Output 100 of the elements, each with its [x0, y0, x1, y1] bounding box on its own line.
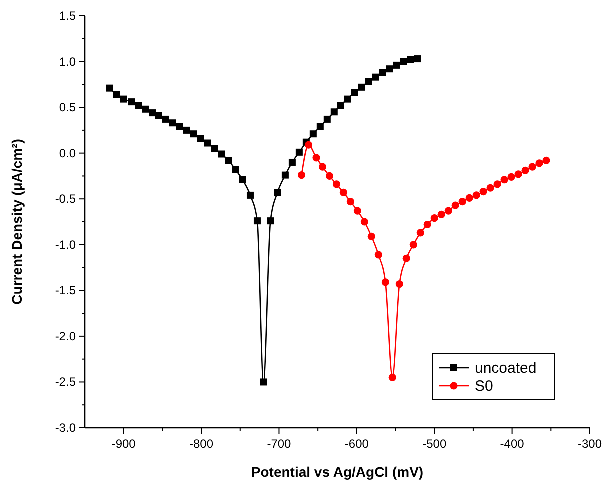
point: [388, 374, 396, 382]
point: [330, 108, 338, 116]
y-tick-label: -0.5: [55, 192, 76, 206]
point: [260, 378, 268, 386]
legend-label: uncoated: [475, 360, 537, 377]
point: [372, 74, 380, 81]
point: [542, 156, 550, 164]
point: [162, 116, 170, 123]
point: [382, 278, 390, 286]
point: [149, 110, 156, 117]
point: [113, 91, 120, 98]
point: [393, 62, 400, 69]
point: [452, 202, 460, 210]
x-tick-label: -600: [344, 437, 370, 451]
y-tick-label: -2.5: [55, 375, 76, 390]
point: [316, 123, 324, 130]
point: [304, 141, 313, 149]
y-tick-label: -1.5: [55, 284, 76, 298]
point: [522, 166, 530, 175]
point: [310, 130, 317, 138]
point: [472, 192, 480, 200]
point: [239, 176, 246, 184]
point: [169, 120, 176, 127]
point: [494, 180, 502, 188]
x-tick-label: -500: [422, 437, 447, 451]
point: [379, 69, 386, 76]
x-tick-label: -700: [267, 437, 292, 451]
point: [508, 173, 516, 181]
point: [444, 207, 452, 215]
point: [128, 98, 136, 106]
point: [402, 254, 410, 262]
x-axis-title: Potential vs Ag/AgCl (mV): [251, 464, 424, 480]
point: [204, 140, 212, 147]
point: [232, 166, 240, 174]
point: [396, 280, 404, 288]
point: [351, 89, 358, 96]
point: [354, 207, 362, 215]
point: [344, 96, 352, 103]
point: [332, 180, 341, 188]
point: [326, 172, 334, 180]
point: [368, 232, 376, 240]
point: [514, 170, 522, 178]
point: [430, 214, 438, 222]
point: [135, 102, 142, 110]
point: [211, 145, 218, 152]
point: [358, 84, 366, 91]
point: [486, 184, 494, 192]
x-tick-label: -300: [578, 437, 602, 451]
point: [407, 56, 414, 64]
point: [288, 158, 296, 166]
y-tick-label: -1.0: [55, 238, 76, 252]
legend-label: S0: [475, 378, 494, 395]
point: [298, 172, 306, 180]
y-tick-label: -3.0: [55, 421, 76, 435]
point: [218, 150, 226, 158]
point: [254, 218, 261, 225]
point: [360, 218, 368, 226]
y-tick-label: 0.0: [59, 146, 76, 160]
point: [176, 123, 184, 130]
point: [466, 194, 474, 202]
point: [414, 56, 422, 63]
y-axis-title: Current Density (μA/cm²): [9, 139, 25, 305]
x-tick-label: -900: [112, 437, 136, 451]
point: [312, 154, 320, 162]
point: [183, 126, 190, 134]
point: [246, 192, 254, 199]
point: [536, 160, 544, 168]
point: [282, 172, 289, 179]
point: [528, 163, 536, 171]
y-tick-label: -2.0: [55, 329, 76, 344]
y-tick-label: 1.0: [59, 54, 76, 69]
point: [337, 102, 344, 110]
point: [340, 188, 348, 196]
point: [225, 157, 232, 164]
point: [400, 58, 408, 66]
point: [410, 241, 418, 249]
y-tick-label: 1.5: [59, 9, 76, 23]
point: [120, 96, 128, 103]
point: [190, 130, 198, 138]
point: [155, 112, 162, 120]
point: [386, 66, 394, 73]
point: [267, 218, 274, 225]
point: [458, 198, 466, 206]
point: [438, 210, 446, 218]
point: [416, 229, 424, 237]
y-tick-label: 0.5: [59, 100, 76, 115]
point: [480, 188, 488, 196]
point: [318, 163, 327, 171]
point: [374, 251, 382, 259]
point: [324, 116, 331, 123]
x-tick-label: -800: [190, 437, 214, 451]
point: [500, 176, 508, 184]
point: [296, 148, 303, 156]
x-tick-label: -400: [500, 437, 525, 451]
point: [274, 189, 282, 196]
point: [346, 198, 355, 206]
point: [106, 84, 114, 92]
point: [142, 106, 150, 113]
point: [365, 78, 372, 86]
point: [197, 135, 204, 142]
